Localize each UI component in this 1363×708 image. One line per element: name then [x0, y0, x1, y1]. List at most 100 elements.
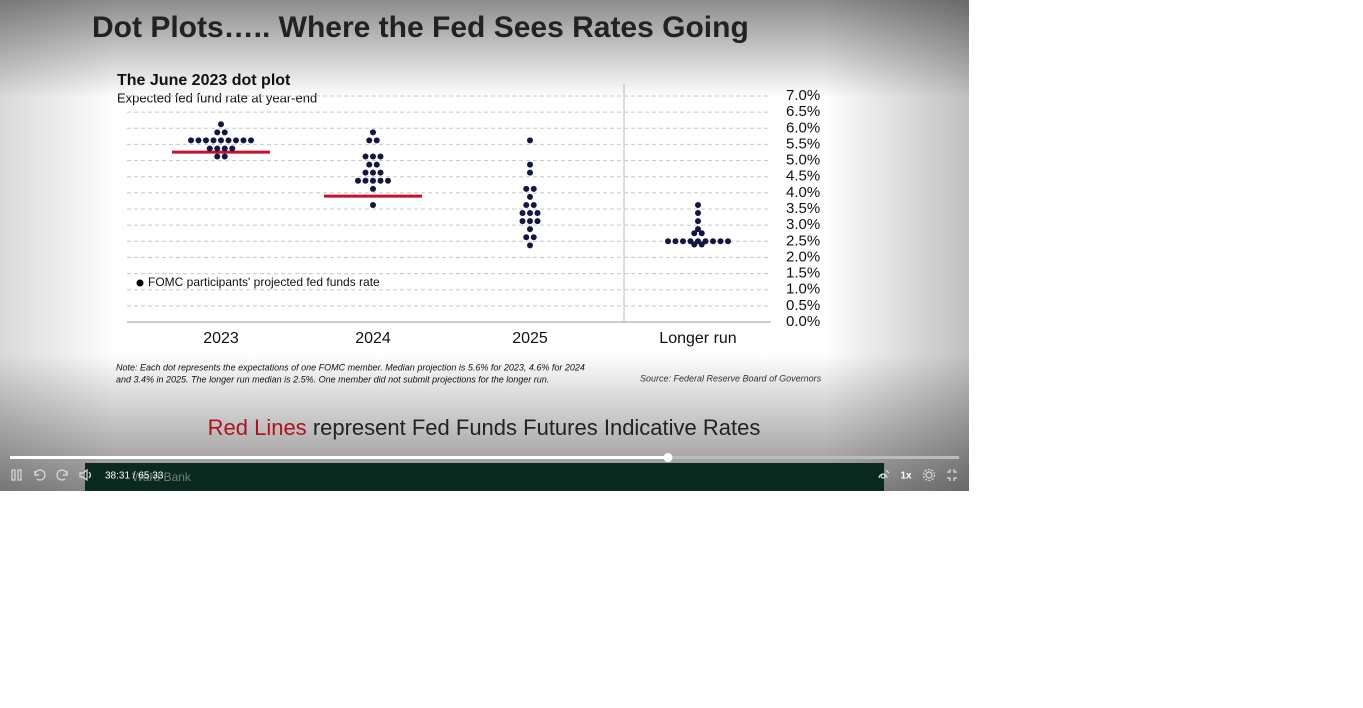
dot	[373, 161, 380, 168]
dot	[221, 129, 228, 136]
dot	[206, 145, 213, 152]
dot	[519, 218, 526, 225]
dot	[523, 234, 530, 241]
dot	[370, 177, 376, 184]
dot	[210, 137, 217, 144]
y-tick-label: 1.5%	[786, 265, 820, 282]
dot	[240, 137, 247, 144]
fullscreen-button[interactable]	[947, 469, 957, 481]
source: Source: Federal Reserve Board of Governo…	[640, 373, 822, 383]
dot	[362, 177, 369, 184]
dot	[695, 226, 701, 233]
speed-button[interactable]: 1x	[900, 471, 912, 482]
video: Dot Plots….. Where the Fed Sees Rates Go…	[0, 0, 969, 491]
dot	[698, 230, 705, 237]
dot	[680, 238, 686, 245]
settings-button[interactable]	[925, 471, 933, 479]
dot	[385, 177, 391, 184]
dot-plot: 0.0%0.5%1.0%1.5%2.0%2.5%3.0%3.5%4.0%4.5%…	[127, 84, 820, 347]
y-tick-label: 4.5%	[786, 168, 820, 185]
y-tick-label: 3.5%	[786, 200, 820, 217]
y-tick-label: 3.0%	[786, 216, 820, 233]
progress-handle[interactable]	[663, 453, 673, 462]
dot	[527, 242, 533, 249]
watermark: Ward Bank	[132, 470, 192, 484]
volume-button[interactable]	[79, 468, 92, 482]
caption-highlight: Red Lines	[208, 415, 307, 440]
dot	[377, 169, 384, 176]
dot	[695, 210, 701, 217]
dot	[214, 145, 221, 152]
dot	[355, 177, 361, 184]
y-tick-label: 0.0%	[786, 313, 820, 330]
time: 38:31 / 65:33	[105, 471, 164, 482]
dot	[527, 137, 533, 144]
x-tick-label: 2025	[512, 330, 548, 347]
y-tick-label: 6.0%	[786, 119, 820, 136]
dot	[366, 161, 373, 168]
rewind-button[interactable]	[34, 469, 46, 481]
dot	[530, 185, 537, 192]
progress-played	[10, 456, 668, 459]
dot	[370, 153, 376, 160]
captions-button[interactable]	[878, 469, 890, 479]
x-tick-label: Longer run	[659, 330, 736, 347]
y-tick-label: 7.0%	[786, 87, 820, 104]
dot	[218, 121, 224, 128]
dot	[362, 153, 369, 160]
dot	[203, 137, 209, 144]
caption-bar	[85, 463, 884, 491]
dot	[698, 241, 705, 248]
dot	[377, 153, 384, 160]
player-controls: Ward Bank 38:31 / 65:33 1x	[10, 453, 959, 491]
y-tick-label: 1.0%	[786, 281, 820, 298]
video-shade	[0, 0, 969, 491]
y-tick-label: 0.5%	[786, 297, 820, 314]
caption-rest: represent Fed Funds Futures Indicative R…	[313, 415, 761, 440]
dot	[377, 177, 384, 184]
dot	[534, 210, 541, 217]
dot	[218, 137, 224, 144]
dot	[527, 210, 533, 217]
dot	[362, 169, 369, 176]
chart-subtitle: Expected fed fund rate at year-end	[117, 90, 317, 105]
forward-button[interactable]	[56, 469, 68, 481]
dot	[233, 137, 239, 144]
dot	[225, 137, 232, 144]
y-tick-label: 2.0%	[786, 248, 820, 265]
dot	[530, 201, 537, 208]
y-tick-label: 5.5%	[786, 135, 820, 152]
dot	[691, 230, 698, 237]
dot	[370, 201, 376, 208]
y-tick-label: 5.0%	[786, 152, 820, 169]
dot	[691, 241, 698, 248]
dot	[695, 201, 701, 208]
dot	[725, 238, 731, 245]
x-tick-label: 2024	[355, 330, 391, 347]
dot	[221, 145, 228, 152]
dot	[366, 137, 373, 144]
dot	[370, 185, 376, 192]
dot	[523, 201, 530, 208]
dot	[195, 137, 202, 144]
x-tick-label: 2023	[203, 330, 239, 347]
y-tick-label: 2.5%	[786, 232, 820, 249]
dot	[373, 137, 380, 144]
dot	[248, 137, 254, 144]
pause-button[interactable]	[11, 469, 22, 481]
dot	[527, 169, 533, 176]
legend-marker	[136, 279, 144, 287]
dot	[370, 129, 376, 136]
dot	[188, 137, 194, 144]
dot	[229, 145, 236, 152]
dot	[534, 218, 541, 225]
chart-title: The June 2023 dot plot	[117, 72, 291, 89]
dot	[519, 210, 526, 217]
dot	[214, 129, 221, 136]
dot	[710, 238, 716, 245]
y-tick-label: 4.0%	[786, 184, 820, 201]
dot	[527, 226, 533, 233]
slide-title: Dot Plots….. Where the Fed Sees Rates Go…	[92, 11, 749, 44]
